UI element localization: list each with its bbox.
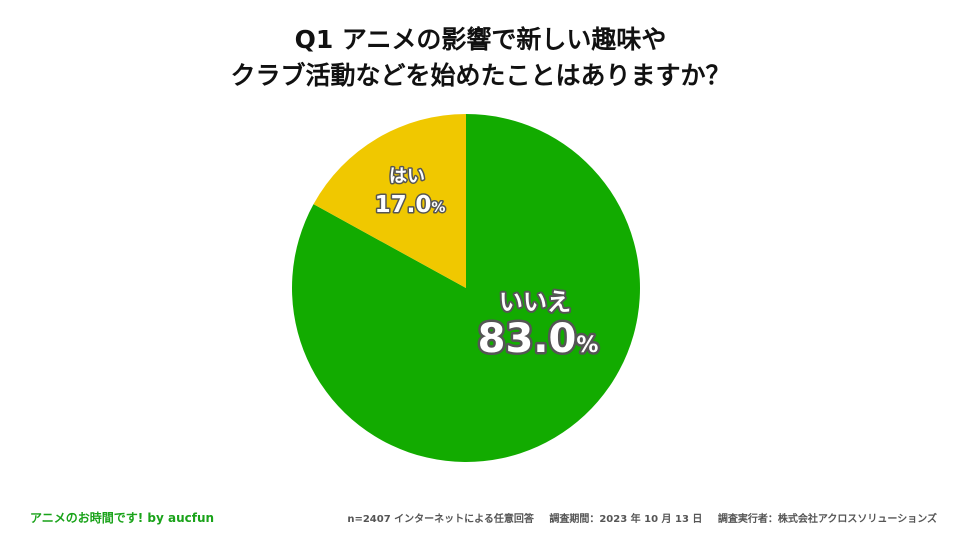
- chart-title-line1: Q1 アニメの影響で新しい趣味や: [294, 25, 667, 54]
- survey-conductor: 調査実行者：株式会社アクロスソリューションズ: [717, 514, 937, 525]
- chart-title-line2: クラブ活動などを始めたことはありますか？: [230, 61, 731, 90]
- pie-slice-yes: [313, 114, 466, 288]
- slice-label-no: いいえ: [499, 288, 571, 316]
- survey-method: n=2407 インターネットによる任意回答: [347, 514, 534, 525]
- slice-label-yes: はい: [389, 166, 425, 187]
- chart-title: Q1 アニメの影響で新しい趣味や クラブ活動などを始めたことはありますか？: [0, 22, 961, 94]
- pie-slice-no: [292, 114, 641, 462]
- survey-period: 調査期間：2023 年 10 月 13 日: [549, 514, 703, 525]
- brand-credit: アニメのお時間です! by aucfun: [30, 511, 215, 525]
- survey-info: n=2407 インターネットによる任意回答 調査期間：2023 年 10 月 1…: [347, 510, 937, 525]
